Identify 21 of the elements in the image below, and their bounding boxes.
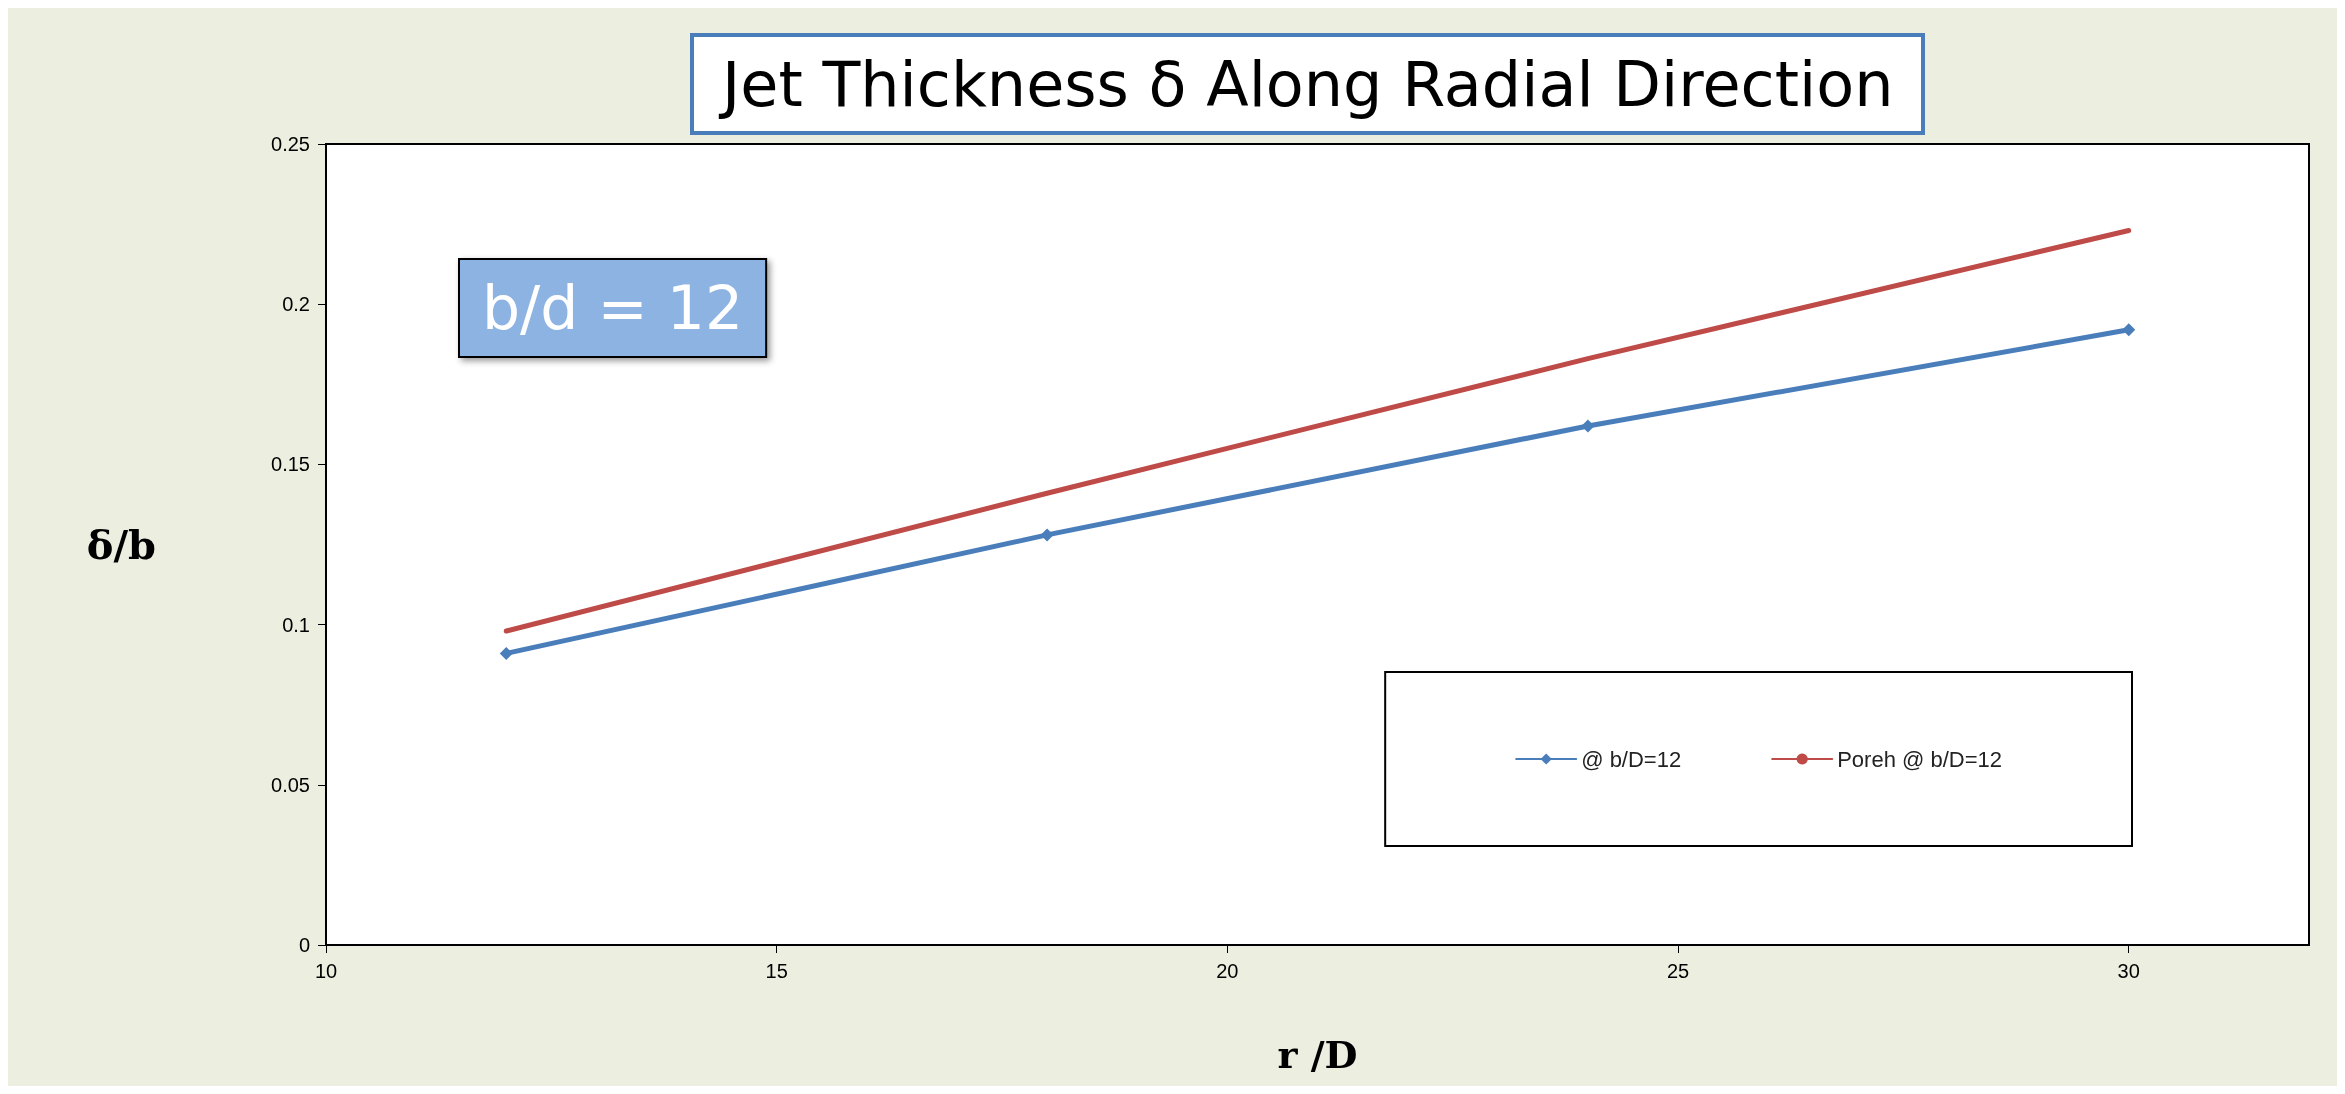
- y-axis-title: δ/b: [86, 521, 156, 568]
- y-tick-label: 0.25: [271, 133, 310, 155]
- x-tick-label: 30: [2117, 960, 2140, 982]
- point: [1581, 419, 1595, 433]
- y-tick-label: 0.15: [271, 453, 310, 476]
- annotation: b/d = 12: [482, 273, 744, 343]
- point: [499, 646, 513, 660]
- point: [2122, 323, 2136, 337]
- y-tick-label: 0.2: [282, 293, 310, 316]
- x-tick-label: 20: [1216, 960, 1239, 982]
- y-tick-label: 0.05: [271, 773, 310, 796]
- chart-title: Jet Thickness δ Along Radial Direction: [718, 47, 1894, 121]
- x-tick-label: 10: [314, 960, 338, 982]
- legend-label: @ b/D=12: [1581, 746, 1682, 772]
- x-axis-title: r /D: [1277, 1031, 1358, 1077]
- x-tick-label: 25: [1666, 960, 1690, 982]
- legend-label: Poreh @ b/D=12: [1837, 746, 2003, 772]
- point: [1040, 528, 1054, 542]
- y-tick-label: 0: [298, 934, 310, 956]
- y-tick-label: 0.1: [282, 613, 310, 636]
- x-tick-label: 15: [765, 960, 788, 982]
